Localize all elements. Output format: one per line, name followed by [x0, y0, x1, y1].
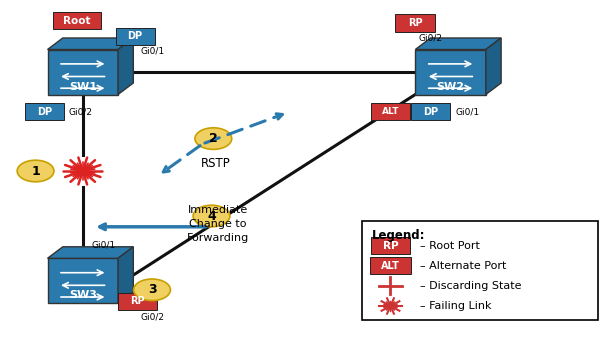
FancyBboxPatch shape — [118, 293, 157, 310]
FancyBboxPatch shape — [415, 50, 485, 94]
Text: SW1: SW1 — [69, 82, 97, 91]
Text: Legend:: Legend: — [372, 229, 425, 242]
Text: Gi0/2: Gi0/2 — [69, 107, 93, 116]
Text: DP: DP — [128, 31, 143, 41]
Polygon shape — [415, 38, 501, 50]
Text: DP: DP — [423, 107, 438, 117]
Circle shape — [193, 205, 230, 227]
Text: Gi0/2: Gi0/2 — [140, 312, 165, 321]
Text: Immediate
Change to
Forwarding: Immediate Change to Forwarding — [186, 205, 249, 243]
FancyBboxPatch shape — [395, 14, 435, 31]
Text: SW2: SW2 — [436, 82, 465, 91]
Text: Gi0/1: Gi0/1 — [140, 46, 164, 55]
Polygon shape — [485, 38, 501, 94]
Text: – Failing Link: – Failing Link — [420, 301, 492, 311]
Polygon shape — [48, 38, 134, 50]
Text: RP: RP — [408, 18, 422, 28]
FancyBboxPatch shape — [371, 237, 410, 254]
Text: RP: RP — [383, 240, 398, 251]
Text: ALT: ALT — [381, 261, 400, 271]
Polygon shape — [118, 38, 134, 94]
Text: Gi0/2: Gi0/2 — [418, 33, 442, 42]
Circle shape — [17, 160, 54, 182]
Text: SW3: SW3 — [69, 291, 97, 300]
Circle shape — [134, 279, 170, 301]
Polygon shape — [48, 247, 134, 258]
Text: – Root Port: – Root Port — [420, 240, 480, 251]
FancyBboxPatch shape — [362, 221, 598, 320]
FancyBboxPatch shape — [53, 12, 101, 30]
Polygon shape — [118, 247, 134, 303]
FancyBboxPatch shape — [411, 103, 450, 121]
Text: Gi0/1: Gi0/1 — [455, 107, 479, 116]
Text: 3: 3 — [148, 283, 156, 296]
Text: Root: Root — [63, 16, 90, 26]
Text: DP: DP — [37, 107, 52, 117]
FancyBboxPatch shape — [25, 103, 64, 121]
Text: Gi0/1: Gi0/1 — [92, 240, 116, 249]
FancyBboxPatch shape — [48, 50, 118, 94]
FancyBboxPatch shape — [48, 258, 118, 303]
Text: – Alternate Port: – Alternate Port — [420, 261, 506, 271]
Text: RSTP: RSTP — [201, 157, 230, 170]
Text: 2: 2 — [209, 132, 218, 145]
Text: ALT: ALT — [382, 107, 400, 116]
Circle shape — [195, 128, 232, 149]
FancyBboxPatch shape — [115, 28, 154, 45]
Text: 4: 4 — [207, 210, 216, 222]
FancyBboxPatch shape — [370, 257, 411, 274]
Text: – Discarding State: – Discarding State — [420, 281, 522, 291]
Text: 1: 1 — [31, 165, 40, 177]
FancyBboxPatch shape — [371, 103, 410, 121]
Text: RP: RP — [131, 297, 145, 306]
